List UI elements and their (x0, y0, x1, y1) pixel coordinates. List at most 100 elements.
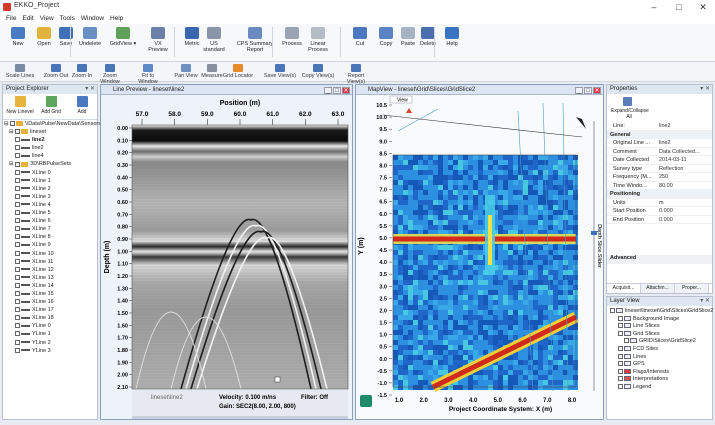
checkbox[interactable] (15, 169, 20, 175)
tree-line-item[interactable]: XLine 15 (3, 290, 97, 298)
explorer-button-add-grid[interactable]: Add Grid (37, 96, 65, 115)
property-row[interactable]: Frequency (M... 250 (607, 173, 712, 182)
layer-checkbox[interactable] (618, 368, 623, 374)
close-window-button[interactable]: ✕ (342, 87, 350, 94)
checkbox[interactable] (15, 210, 20, 216)
checkbox[interactable] (15, 266, 20, 272)
toolbar-button-copy-view[interactable]: Copy View(s) (300, 63, 336, 81)
tree-line-item[interactable]: XLine 18 (3, 314, 97, 322)
checkbox[interactable] (15, 137, 20, 143)
property-row[interactable]: Units m (607, 199, 712, 207)
tree-line-item[interactable]: XLine 7 (3, 225, 97, 233)
tree-line-item[interactable]: XLine 4 (3, 201, 97, 209)
general-section[interactable]: General (607, 130, 712, 139)
layer-item[interactable]: FCD Sites (610, 346, 712, 354)
expand-collapse-button[interactable]: Expand/Collapse All (607, 94, 712, 122)
checkbox[interactable] (15, 193, 20, 199)
property-row[interactable]: Time Windo... 80.00 (607, 182, 712, 190)
layer-checkbox[interactable] (618, 361, 623, 367)
maximize-window-button[interactable]: □ (333, 87, 341, 94)
toolbar-button-zoom-out[interactable]: Zoom Out (40, 63, 72, 81)
layer-checkbox[interactable] (610, 308, 615, 314)
positioning-section[interactable]: Positioning (607, 190, 712, 199)
ribbon-button-us-standard[interactable]: US standard (200, 26, 228, 60)
pin-icon[interactable]: ▾ ✕ (700, 86, 710, 92)
menu-item-view[interactable]: View (39, 15, 54, 22)
ribbon-button-help[interactable]: Help (438, 26, 466, 60)
tree-line-item[interactable]: XLine 10 (3, 250, 97, 258)
tree-line-item[interactable]: XLine 12 (3, 266, 97, 274)
tree-group-lineset[interactable]: ⊟ lineset (3, 128, 97, 136)
layer-item[interactable]: lineset\lineset\Grid\Slices\GridSlice2 (610, 308, 713, 316)
expand-toggle-icon[interactable]: ⊟ (9, 161, 16, 168)
minimize-map-button[interactable]: _ (575, 87, 583, 94)
explorer-button-new-line[interactable]: New Linevel (6, 96, 34, 115)
tree-line-item[interactable]: XLine 16 (3, 298, 97, 306)
layer-checkbox[interactable] (618, 323, 623, 329)
toolbar-button-zoom-in[interactable]: Zoom In (66, 63, 98, 81)
property-row[interactable]: End Position 0.000 (607, 216, 712, 224)
tree-group-3d[interactable]: ⊟ 3D\RBPulseSets (3, 160, 97, 168)
menu-item-file[interactable]: File (6, 15, 17, 22)
ribbon-button-copy[interactable]: Copy (372, 26, 400, 60)
checkbox[interactable] (15, 331, 20, 337)
layer-item[interactable]: Grid Slices (610, 331, 712, 339)
checkbox[interactable] (15, 185, 20, 191)
horizontal-scrollbar[interactable] (132, 416, 348, 419)
layer-item[interactable]: Legend (610, 384, 712, 392)
checkbox[interactable] (15, 218, 20, 224)
ribbon-button-undelete[interactable]: Undelete (76, 26, 104, 60)
checkbox[interactable] (15, 153, 20, 159)
toolbar-button-grid-locator[interactable]: Grid Locator (222, 63, 254, 81)
property-row[interactable]: Start Position 0.000 (607, 207, 712, 216)
expand-toggle-icon[interactable]: ⊟ (4, 121, 11, 127)
tree-line-item[interactable]: YLine 0 (3, 322, 97, 330)
checkbox[interactable] (15, 161, 21, 167)
layer-checkbox[interactable] (618, 330, 623, 336)
checkbox[interactable] (15, 258, 20, 264)
layer-item[interactable]: Line Slices (610, 323, 712, 331)
view-selector[interactable] (389, 95, 413, 104)
tree-line-item[interactable]: XLine 5 (3, 209, 97, 217)
tree-line-item[interactable]: XLine 6 (3, 217, 97, 225)
layer-checkbox[interactable] (618, 383, 623, 389)
checkbox[interactable] (15, 129, 21, 135)
checkbox[interactable] (15, 177, 20, 183)
toolbar-button-save-view[interactable]: Save View(s) (262, 63, 298, 81)
cursor-marker-icon[interactable] (274, 376, 281, 383)
ribbon-button-linear-process[interactable]: Linear Process (304, 26, 332, 60)
tree-line-item[interactable]: XLine 2 (3, 185, 97, 193)
checkbox[interactable] (15, 234, 20, 240)
tree-line-item[interactable]: line2 (3, 136, 97, 144)
checkbox[interactable] (15, 315, 20, 321)
tree-line-item[interactable]: line4 (3, 152, 97, 160)
maximize-map-button[interactable]: □ (584, 87, 592, 94)
tree-line-item[interactable]: YLine 3 (3, 347, 97, 355)
ribbon-button-delete[interactable]: Delete (414, 26, 442, 60)
tree-line-item[interactable]: YLine 2 (3, 339, 97, 347)
tree-line-item[interactable]: XLine 8 (3, 233, 97, 241)
menu-item-tools[interactable]: Tools (59, 15, 75, 22)
expand-toggle-icon[interactable]: ⊟ (9, 129, 16, 136)
checkbox[interactable] (15, 201, 20, 207)
layer-item[interactable]: Lines (610, 354, 712, 362)
ribbon-button-grid-view[interactable]: GridView ▾ (106, 26, 140, 60)
ribbon-button-process[interactable]: Process (278, 26, 306, 60)
ribbon-button-metric[interactable]: Metric (178, 26, 206, 60)
tree-line-item[interactable]: XLine 0 (3, 169, 97, 177)
close-map-button[interactable]: ✕ (593, 87, 601, 94)
checkbox[interactable] (15, 242, 20, 248)
property-row[interactable]: Date Collected 2014-03-11 (607, 156, 712, 165)
slider-thumb[interactable] (591, 231, 597, 235)
checkbox[interactable] (15, 282, 20, 288)
menu-item-window[interactable]: Window (80, 15, 104, 22)
properties-tab[interactable]: Attachm... (641, 284, 675, 293)
map-settings-icon[interactable] (360, 395, 372, 407)
depth-slice-map[interactable]: View10.510.09.59.08.58.07.57.06.56.05.55… (356, 95, 603, 419)
layer-item[interactable]: GPS (610, 361, 712, 369)
radargram-chart[interactable]: Position (m)57.0 58.0 59.0 60.0 61.0 62.0 63.0… (101, 95, 352, 419)
checkbox[interactable] (15, 274, 20, 280)
layer-checkbox[interactable] (618, 376, 623, 382)
property-row[interactable]: Original Line ... line2 (607, 139, 712, 148)
layer-checkbox[interactable] (624, 338, 629, 344)
